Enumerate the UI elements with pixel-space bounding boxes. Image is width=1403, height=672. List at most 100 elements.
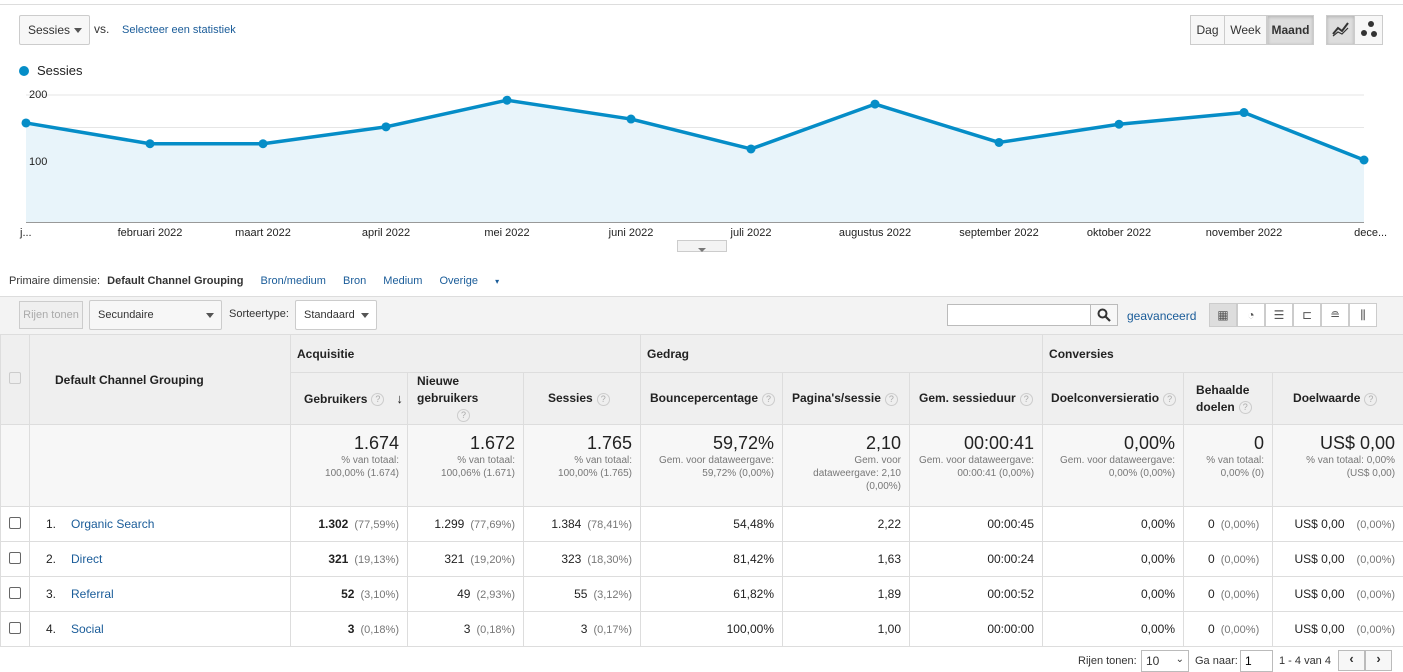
column-header-pages-per-session[interactable]: Pagina's/sessie? [782,372,910,425]
secondary-dimension-select[interactable]: Secundaire dimensie [89,300,222,349]
row-checkbox[interactable] [9,516,21,529]
bars-icon: ☰ [1273,308,1285,322]
prev-page-button[interactable]: ‹ [1338,650,1365,671]
row-checkbox[interactable] [9,586,21,599]
help-icon[interactable]: ? [1019,392,1033,406]
column-header-goal-conversion[interactable]: Doelconversieratio? [1042,372,1185,425]
goto-page-input[interactable] [1240,650,1273,672]
dimension-medium[interactable]: Medium [383,275,423,287]
next-page-button[interactable]: › [1365,650,1392,671]
help-icon[interactable]: ? [1364,392,1378,406]
period-day-button[interactable]: Dag [1190,15,1225,45]
data-point[interactable] [21,118,31,128]
row-checkbox[interactable] [9,551,21,564]
data-point[interactable] [502,95,512,105]
goals-value: 0 [1208,517,1215,531]
metric-select[interactable]: Sessies [19,15,90,45]
help-icon[interactable]: ? [596,392,610,406]
select-all-checkbox[interactable] [9,372,21,384]
data-point[interactable] [870,99,880,109]
column-header-avg-duration[interactable]: Gem. sessieduur? [908,372,1044,425]
help-icon[interactable]: ? [457,409,470,423]
total-sub: % van totaal: 100,00% (1.765) [558,455,632,479]
dimension-column-header[interactable]: Default Channel Grouping [29,334,291,425]
performance-view-button[interactable]: ☰ [1265,303,1293,327]
chart-collapse-handle[interactable] [677,240,727,252]
data-point[interactable] [258,139,268,149]
advanced-filter-link[interactable]: geavanceerd [1127,309,1197,323]
sort-type-value: Standaard [304,309,355,321]
comparison-view-button[interactable]: ⊏ [1293,303,1321,327]
row-index: 2. [46,552,57,566]
data-point[interactable] [626,114,636,124]
row-checkbox-cell [0,506,30,542]
total-sub: % van totaal: 100,00% (1.674) [325,455,399,479]
data-point[interactable] [1239,108,1249,118]
sessions-cell: 3 (0,17%) [523,611,641,647]
table-row: 2. Direct 321 (19,13%) 321 (19,20%) 323 (18,30%… [0,541,1403,577]
pages-per-session-cell: 2,22 [782,506,910,542]
dimension-other-label: Overige [439,275,479,287]
row-index: 1. [46,517,57,531]
data-point[interactable] [994,137,1004,147]
rows-per-page-select[interactable]: 10 ⌄ [1141,650,1189,672]
dimension-other[interactable]: Overige ▾ [439,275,513,287]
help-icon[interactable]: ? [371,393,385,407]
x-tick-label: j... [20,227,32,239]
users-cell: 1.302 (77,59%) [290,506,408,542]
data-point[interactable] [145,139,155,149]
users-value: 3 [347,622,355,636]
sessions-cell: 323 (18,30%) [523,541,641,577]
period-month-button[interactable]: Maand [1267,15,1314,45]
dimension-source[interactable]: Bron [342,275,367,287]
metric-select-label: Sessies [28,23,71,37]
total-sub: Gem. voor dataweergave: 2,10 (0,00%) [813,455,901,492]
data-point[interactable] [381,122,391,132]
dimension-source-medium[interactable]: Bron/medium [260,275,326,287]
data-point[interactable] [746,144,756,154]
series-legend-label: Sessies [37,63,83,78]
column-header-sessions[interactable]: Sessies? [523,372,641,425]
help-icon[interactable]: ? [1163,392,1177,406]
term-cloud-view-button[interactable]: ≘ [1321,303,1349,327]
x-tick-label: dece... [1354,227,1388,239]
period-week-button[interactable]: Week [1224,15,1267,45]
sort-type-select[interactable]: Standaard [295,300,377,330]
show-rows-button[interactable]: Rijen tonen [19,301,83,329]
column-header-goals[interactable]: Behaalde doelen? [1183,372,1274,425]
duration-cell: 00:00:52 [908,576,1044,612]
search-button[interactable] [1090,304,1118,326]
column-label: Gebruikers [304,391,368,406]
pie-view-button[interactable]: ◔ [1237,303,1265,327]
table-view-button[interactable]: ▦ [1209,303,1237,327]
column-header-goal-value[interactable]: Doelwaarde? [1272,372,1403,425]
goals-pct: (0,00%) [1220,589,1260,601]
help-icon[interactable]: ? [762,392,776,406]
channel-link[interactable]: Referral [71,587,114,601]
column-header-bounce[interactable]: Bouncepercentage? [640,372,783,425]
pivot-view-button[interactable]: ⫼ [1349,303,1377,327]
select-metric-link[interactable]: Selecteer een statistiek [122,24,236,36]
channel-link[interactable]: Organic Search [71,517,155,531]
motion-chart-button[interactable] [1354,15,1383,45]
table-search-input[interactable] [947,304,1091,326]
group-header-acquisition: Acquisitie [290,334,641,373]
data-point[interactable] [1114,119,1124,129]
x-tick-label: februari 2022 [117,227,183,239]
column-header-users[interactable]: Gebruikers? ↓ [290,372,408,425]
help-icon[interactable]: ? [1238,400,1252,414]
data-point[interactable] [1359,155,1369,165]
help-icon[interactable]: ? [884,392,898,406]
sessions-line-chart [21,94,1369,223]
users-value: 52 [341,587,355,601]
row-index: 4. [46,622,57,636]
users-pct: (0,18%) [360,624,399,636]
new-users-cell: 1.299 (77,69%) [407,506,524,542]
channel-link[interactable]: Social [71,622,104,636]
sessions-pct: (78,41%) [587,519,632,531]
row-checkbox[interactable] [9,621,21,634]
column-header-new-users[interactable]: Nieuwe gebruikers? [407,372,524,425]
conversion-cell: 0,00% [1042,576,1185,612]
line-chart-button[interactable] [1326,15,1355,45]
channel-link[interactable]: Direct [71,552,103,566]
